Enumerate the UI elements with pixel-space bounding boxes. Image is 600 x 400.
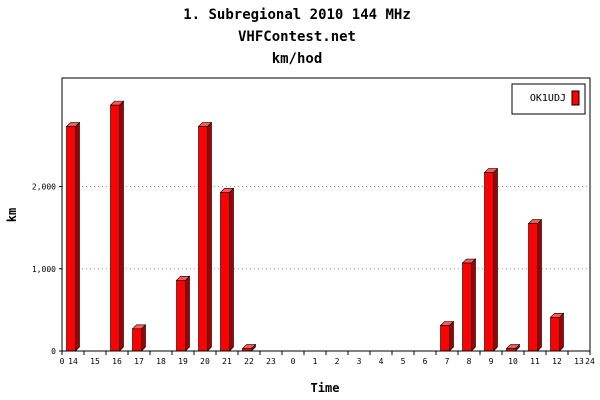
x-tick-label: 22 (244, 357, 254, 366)
bar (197, 121, 213, 352)
bar (241, 343, 257, 352)
bar-side (559, 312, 564, 352)
x-tick-label: 21 (222, 357, 232, 366)
x-tick-label: 4 (379, 357, 384, 366)
bar (109, 100, 125, 352)
grid-lines (62, 186, 590, 270)
chart-subtitle: VHFContest.net (238, 29, 356, 45)
bar-front (462, 262, 472, 352)
legend-entry-label: OK1UDJ (530, 93, 566, 104)
bar (527, 218, 543, 352)
bar-front (66, 126, 76, 352)
bar (175, 275, 191, 352)
bar-front (550, 316, 560, 352)
bar-front (176, 279, 186, 352)
bars (65, 100, 565, 352)
bar-side (449, 320, 454, 352)
bar (549, 312, 565, 352)
bar-front (220, 191, 230, 352)
x-tick-label: 0 (291, 357, 296, 366)
bar-front (110, 104, 120, 352)
bar (131, 324, 147, 352)
chart-unit-label: km/hod (272, 51, 323, 67)
x-tick-label: 5 (401, 357, 406, 366)
x-tick-label: 9 (489, 357, 494, 366)
x-tick-label: 7 (445, 357, 450, 366)
y-tick-label: 2,000 (32, 183, 56, 192)
bar (65, 121, 81, 352)
bar-side (119, 100, 124, 352)
x-tick-label: 6 (423, 357, 428, 366)
x-tick-label: 2 (335, 357, 340, 366)
bar (219, 187, 235, 352)
x-tick-label: 13 (574, 357, 584, 366)
x-tick-label: 23 (266, 357, 276, 366)
bar-front (198, 126, 208, 352)
x-tick-label: 18 (156, 357, 166, 366)
bar-side (185, 275, 190, 352)
x-tick-label: 17 (134, 357, 144, 366)
bar-side (207, 121, 212, 352)
legend-entry-swatch (571, 90, 580, 106)
x-tick-label: 10 (508, 357, 518, 366)
bar-front (440, 325, 450, 352)
x-axis-end-label: 24 (585, 357, 595, 366)
bar-side (537, 218, 542, 352)
x-tick-label: 12 (552, 357, 562, 366)
bar-front (484, 172, 494, 352)
bar (461, 258, 477, 352)
bar-side (493, 167, 498, 352)
bar-side (229, 187, 234, 352)
x-tick-label: 11 (530, 357, 540, 366)
x-axis-start-label: 0 (60, 357, 65, 366)
bar (439, 320, 455, 352)
bar-front (132, 328, 142, 352)
x-tick-label: 16 (112, 357, 122, 366)
bar-side (75, 121, 80, 352)
x-tick-label: 8 (467, 357, 472, 366)
bar-front (528, 223, 538, 352)
x-tick-label: 3 (357, 357, 362, 366)
chart-title: 1. Subregional 2010 144 MHz (183, 7, 411, 23)
x-tick-label: 1 (313, 357, 318, 366)
x-tick-label: 15 (90, 357, 100, 366)
bar (483, 167, 499, 352)
y-tick-label: 1,000 (32, 265, 56, 274)
x-tick-label: 14 (68, 357, 78, 366)
legend: OK1UDJ (511, 83, 586, 115)
y-axis-title: km (5, 208, 19, 222)
x-tick-label: 20 (200, 357, 210, 366)
bar (505, 343, 521, 352)
y-tick-label: 0 (51, 347, 56, 356)
bar-side (141, 324, 146, 352)
x-tick-label: 19 (178, 357, 188, 366)
bar-side (471, 258, 476, 352)
x-axis-title: Time (311, 381, 340, 395)
